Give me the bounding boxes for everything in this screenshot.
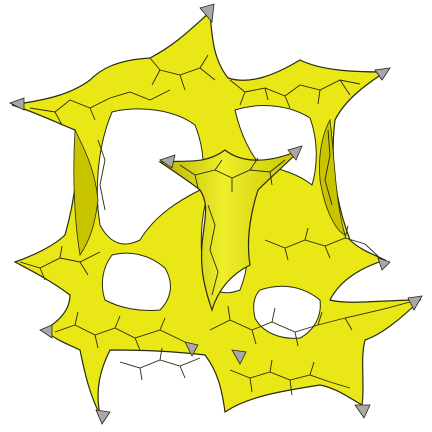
surface-body (11, 10, 422, 416)
cut-face (184, 341, 199, 357)
cut-face (287, 145, 303, 161)
cut-face (374, 67, 391, 81)
cut-face (8, 97, 25, 111)
cut-face (39, 324, 53, 339)
cut-face (354, 404, 371, 419)
cut-face (199, 3, 215, 23)
cut-face (95, 409, 111, 425)
cut-face (407, 295, 423, 311)
surface-hole-right (234, 105, 317, 186)
tessellation-lines (19, 54, 411, 396)
cut-face (231, 349, 247, 365)
surface-hole-bottom-left (101, 252, 171, 311)
surface-left-pillar (73, 128, 99, 257)
cut-faces (8, 3, 423, 425)
cut-face (377, 257, 391, 271)
cut-face (159, 154, 176, 169)
surface-front-pillar (158, 149, 301, 312)
surface-right-pillar (319, 118, 346, 236)
surface-hole-bottom-right (253, 285, 321, 339)
